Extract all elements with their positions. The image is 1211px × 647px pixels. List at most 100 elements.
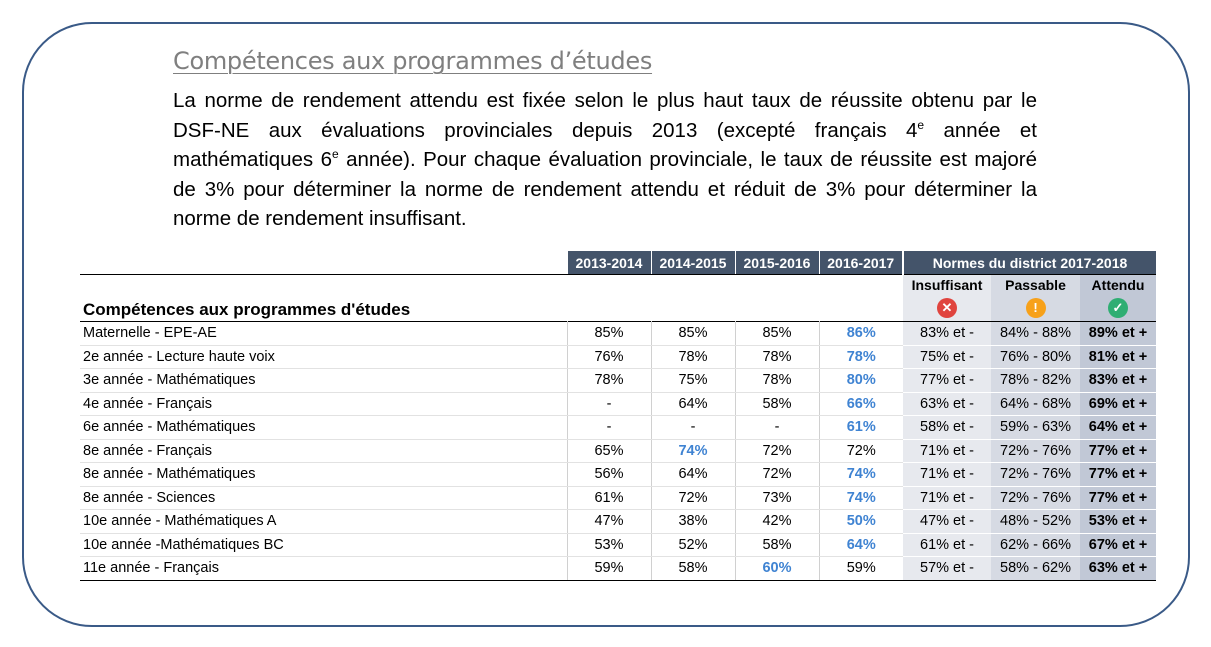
year-value: 85%	[650, 321, 735, 346]
year-value: 52%	[650, 533, 735, 557]
norm-passable: 59% - 63%	[991, 415, 1080, 440]
year-value: 85%	[566, 321, 651, 346]
norm-label: Insuffisant	[911, 277, 983, 293]
year-value: -	[650, 415, 735, 440]
table-row: 8e année - Sciences 61% 72% 73% 74% 71% et -7…	[80, 486, 1156, 510]
year-value: 74%	[818, 486, 903, 510]
norm-passable: 72% - 76%	[991, 439, 1080, 463]
norm-passable: 84% - 88%	[991, 321, 1080, 346]
norm-passable: 48% - 52%	[991, 509, 1080, 534]
norm-insuffisant: 47% et -	[903, 509, 991, 534]
intro-paragraph: La norme de rendement attendu est fixée …	[173, 86, 1037, 234]
competence-name: 10e année - Mathématiques A	[80, 509, 567, 534]
year-header: 2013-2014	[566, 251, 651, 275]
competence-name: 11e année - Français	[80, 556, 567, 581]
norm-attendu: 64% et +	[1080, 415, 1156, 440]
exclamation-circle-icon: !	[1025, 298, 1046, 318]
year-value: 76%	[566, 345, 651, 369]
table-row: 8e année - Français 65% 74% 72% 72% 71% et -7…	[80, 439, 1156, 463]
norm-label: Passable	[1005, 277, 1066, 293]
superscript-2: e	[332, 147, 339, 161]
norm-insuffisant: 77% et -	[903, 368, 991, 393]
competence-name: 8e année - Français	[80, 439, 567, 463]
year-value: 64%	[650, 392, 735, 416]
year-value: 58%	[650, 556, 735, 581]
norms-header: Normes du district 2017-2018	[902, 251, 1156, 275]
year-value: 75%	[650, 368, 735, 393]
year-value: 86%	[818, 321, 903, 346]
year-value: 38%	[650, 509, 735, 534]
year-value: 42%	[734, 509, 819, 534]
year-value: 74%	[650, 439, 735, 463]
year-value: 72%	[734, 462, 819, 487]
check-circle-icon: ✓	[1108, 298, 1128, 318]
norm-attendu: 89% et +	[1080, 321, 1156, 346]
norm-header-attendu: Attendu ✓	[1080, 274, 1156, 322]
competence-name: Maternelle - EPE-AE	[80, 321, 567, 346]
table-row: Maternelle - EPE-AE 85% 85% 85% 86% 83% et -8…	[80, 321, 1156, 346]
norm-insuffisant: 75% et -	[903, 345, 991, 369]
year-value: 78%	[650, 345, 735, 369]
year-value: 72%	[650, 486, 735, 510]
norm-insuffisant: 71% et -	[903, 462, 991, 487]
norm-insuffisant: 57% et -	[903, 556, 991, 581]
table-row: 8e année - Mathématiques 56% 64% 72% 74% 71% …	[80, 462, 1156, 487]
norm-attendu: 83% et +	[1080, 368, 1156, 393]
norm-attendu: 53% et +	[1080, 509, 1156, 534]
norm-passable: 64% - 68%	[991, 392, 1080, 416]
table-row: 4e année - Français -64% 58% 66% 63% et -64%…	[80, 392, 1156, 416]
table-row: 2e année - Lecture haute voix 76% 78% 78% 78…	[80, 345, 1156, 369]
year-value: 60%	[734, 556, 819, 581]
year-value: 72%	[734, 439, 819, 463]
year-value: 50%	[818, 509, 903, 534]
competence-name: 4e année - Français	[80, 392, 567, 416]
norm-insuffisant: 83% et -	[903, 321, 991, 346]
paragraph-part-1: La norme de rendement attendu est fixée …	[173, 89, 1037, 142]
norm-insuffisant: 61% et -	[903, 533, 991, 557]
year-value: 78%	[566, 368, 651, 393]
year-value: 64%	[650, 462, 735, 487]
table-row: 10e année -Mathématiques BC 53% 52% 58% 64% 6…	[80, 533, 1156, 557]
row-header-title: Compétences aux programmes d'études	[83, 300, 411, 319]
year-value: 78%	[818, 345, 903, 369]
year-value: 59%	[818, 556, 903, 581]
table-row: 10e année - Mathématiques A 47% 38% 42% 50% 4…	[80, 509, 1156, 534]
rounded-frame	[22, 22, 1190, 627]
norm-attendu: 77% et +	[1080, 439, 1156, 463]
competence-name: 10e année -Mathématiques BC	[80, 533, 567, 557]
year-value: 73%	[734, 486, 819, 510]
header-blank	[735, 275, 819, 322]
norm-attendu: 77% et +	[1080, 486, 1156, 510]
year-value: 78%	[734, 368, 819, 393]
column-header-row: Compétences aux programmes d'études Insu…	[80, 274, 1156, 322]
norm-passable: 62% - 66%	[991, 533, 1080, 557]
year-header: 2014-2015	[650, 251, 735, 275]
superscript-1: e	[917, 117, 925, 132]
results-table: 2013-2014 2014-2015 2015-2016 2016-2017 …	[80, 251, 1156, 581]
competence-name: 8e année - Sciences	[80, 486, 567, 510]
paragraph-part-2: année et mathématiques 6	[173, 118, 1037, 172]
year-header: 2015-2016	[734, 251, 819, 275]
paragraph-part-3: année). Pour chaque évaluation provincia…	[173, 148, 1037, 230]
norm-passable: 76% - 80%	[991, 345, 1080, 369]
norm-header-passable: Passable !	[991, 274, 1080, 322]
x-circle-icon: ✕	[937, 298, 957, 318]
competence-name: 3e année - Mathématiques	[80, 368, 567, 393]
norm-passable: 78% - 82%	[991, 368, 1080, 393]
table-row: 6e année - Mathématiques - - -61% 58% et -59…	[80, 415, 1156, 440]
year-header-row: 2013-2014 2014-2015 2015-2016 2016-2017 …	[80, 251, 1156, 275]
year-value: 65%	[566, 439, 651, 463]
norm-attendu: 81% et +	[1080, 345, 1156, 369]
year-value: 47%	[566, 509, 651, 534]
year-header: 2016-2017	[818, 251, 903, 275]
norm-header-insuffisant: Insuffisant ✕	[903, 274, 991, 322]
norm-attendu: 77% et +	[1080, 462, 1156, 487]
year-value: 85%	[734, 321, 819, 346]
header-blank	[567, 275, 651, 322]
norm-passable: 72% - 76%	[991, 462, 1080, 487]
year-value: -	[734, 415, 819, 440]
header-blank	[819, 275, 903, 322]
year-value: 61%	[566, 486, 651, 510]
year-value: 64%	[818, 533, 903, 557]
norm-passable: 58% - 62%	[991, 556, 1080, 581]
